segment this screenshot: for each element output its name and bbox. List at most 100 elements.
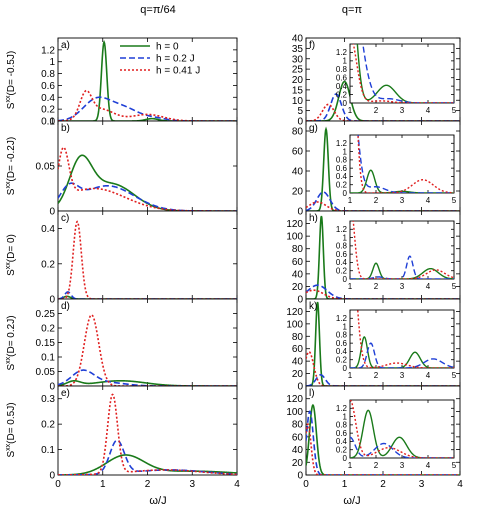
panel-e-ylabel: Sxx(D= 0.5J) — [5, 402, 17, 457]
panel-k-ytick-label: 0 — [297, 382, 303, 393]
panel-e-label: e) — [61, 388, 70, 399]
panel-l-xtick-label: 0 — [303, 479, 309, 490]
panel-h-inset-series-h041 — [352, 221, 454, 279]
panel-b-frame — [57, 120, 238, 212]
legend-label-1: h = 0.2 J — [156, 54, 195, 65]
panel-e: 00.10.20.30 1 2 3 4e)Sxx(D= 0.5J) — [5, 385, 240, 490]
panel-f-ytick-label: 30 — [292, 54, 304, 65]
panel-k-label: k) — [309, 301, 317, 312]
panel-f-inset-ytick-label: 0.4 — [336, 82, 348, 91]
panel-e-ytick-label: 0.1 — [41, 445, 55, 456]
panel-f-inset-ytick-label: 0 — [343, 99, 348, 108]
panel-e-xtick-label: 3 — [189, 479, 195, 490]
panel-a-ytick-label: 1 — [49, 57, 55, 68]
panel-g-inset-ytick-label: 0 — [343, 189, 348, 198]
panel-f-ytick-label: 15 — [292, 85, 304, 96]
panel-h-inset-ytick-label: 0.4 — [336, 258, 348, 267]
panel-k-ytick-label: 60 — [292, 344, 304, 355]
panel-l-ytick-label: 20 — [292, 458, 304, 469]
panel-f-inset-ytick-label: 0.8 — [336, 65, 348, 74]
panel-l-ytick-label: 0 — [297, 471, 303, 482]
panel-l-ytick-label: 60 — [292, 432, 304, 443]
panel-l-ytick-label: 120 — [286, 394, 303, 405]
panel-a-ylabel: Sxx(D= -0.5J) — [5, 51, 17, 109]
panel-a-ytick-label: 0.6 — [41, 81, 55, 92]
panel-f-inset-frame — [349, 43, 455, 104]
panel-h-inset-xtick-label: 2 — [374, 282, 379, 291]
panel-d-ytick-label: 0.25 — [36, 309, 56, 320]
panel-h-inset-ytick-label: 0.2 — [336, 267, 348, 276]
panel-g-series-h0 — [306, 126, 460, 211]
panel-l-inset-ytick-label: 1.2 — [336, 404, 348, 413]
panel-f-ytick-label: 5 — [297, 106, 303, 117]
panel-l-inset-ytick-label: 0.8 — [336, 421, 348, 430]
panel-e-frame — [57, 385, 238, 476]
panel-k-inset-ytick-label: 0.6 — [336, 339, 348, 348]
panel-k-inset-xtick-label: 4 — [426, 371, 431, 380]
panel-k-inset-ytick-label: 0.4 — [336, 347, 348, 356]
panel-a-frame — [57, 37, 238, 122]
panel-c-ylabel: Sxx(D= 0) — [5, 234, 17, 276]
panel-k-inset-ytick-label: 0.8 — [336, 331, 348, 340]
panel-g-inset-frame — [349, 134, 455, 194]
panel-b-ytick-label: 0 — [49, 207, 55, 218]
panel-l-inset-ytick-label: 0.4 — [336, 437, 348, 446]
panel-f-inset-series-h0 — [356, 44, 454, 103]
panel-l-inset-xtick-label: 4 — [426, 461, 431, 470]
panel-c-frame — [57, 210, 238, 300]
panel-h-ytick-label: 20 — [292, 282, 304, 293]
panel-h-inset-ytick-label: 0.6 — [336, 250, 348, 259]
left-column-title: q=π/64 — [140, 4, 175, 16]
panel-h-inset-ytick-label: 1.2 — [336, 225, 348, 234]
panel-k-inset-xtick-label: 5 — [452, 371, 457, 380]
panel-l-ytick-label: 40 — [292, 445, 304, 456]
panel-l-inset-ytick-label: 1 — [343, 412, 348, 421]
panel-h-inset-ytick-label: 1 — [343, 233, 348, 242]
panel-g-inset-ytick-label: 1 — [343, 147, 348, 156]
panel-f-ytick-label: 10 — [292, 96, 304, 107]
panel-d-ytick-label: 0 — [49, 382, 55, 393]
panel-g-inset-series-h041 — [357, 135, 454, 193]
panel-l-inset-series-h0 — [350, 409, 454, 458]
panel-a-ytick-label: 0 — [49, 117, 55, 128]
panel-g-inset-ytick-label: 0.4 — [336, 172, 348, 181]
panel-h-inset-xtick-label: 3 — [400, 282, 405, 291]
panel-h-ytick-label: 0 — [297, 295, 303, 306]
panel-a-ytick-label: 0.2 — [41, 105, 55, 116]
panel-g-ytick-label: 40 — [292, 167, 304, 178]
panel-h-inset-frame — [349, 220, 455, 280]
panel-h-inset-xtick-label: 1 — [348, 282, 353, 291]
panel-f-inset-ytick-label: 0.2 — [336, 90, 348, 99]
panel-f-ytick-label: 25 — [292, 65, 304, 76]
panel-k-inset-xtick-label: 1 — [348, 371, 353, 380]
panel-e-ytick-label: 0.3 — [41, 394, 55, 405]
panel-g-ytick-label: 20 — [292, 187, 304, 198]
panel-k-inset-frame — [349, 309, 455, 369]
panel-d-series-h041 — [58, 314, 237, 386]
panel-f-inset-ytick-label: 0.6 — [336, 74, 348, 83]
panel-g-ytick-label: 60 — [292, 147, 304, 158]
panel-h-ytick-label: 40 — [292, 269, 304, 280]
panel-b-ytick-label: 0.1 — [41, 117, 55, 128]
panel-h-ytick-label: 60 — [292, 257, 304, 268]
panel-k-inset-ytick-label: 0 — [343, 364, 348, 373]
panel-f-inset-xtick-label: 1 — [348, 106, 353, 115]
panel-h-label: h) — [309, 213, 318, 224]
panel-h-ytick-label: 80 — [292, 244, 304, 255]
panel-f-inset-xtick-label: 3 — [400, 106, 405, 115]
panel-k-inset-xtick-label: 2 — [374, 371, 379, 380]
panel-h-inset-ytick-label: 0.8 — [336, 242, 348, 251]
panel-f-ytick-label: 20 — [292, 75, 304, 86]
panel-h-ytick-label: 100 — [286, 232, 303, 243]
panel-c-label: c) — [61, 213, 69, 224]
panel-g-inset-xtick-label: 5 — [452, 196, 457, 205]
panel-k-inset-series-h02 — [350, 342, 454, 368]
panel-e-ytick-label: 0.2 — [41, 420, 55, 431]
panel-h-inset-xtick-label: 5 — [452, 282, 457, 291]
panel-l-inset-ytick-label: 0 — [343, 454, 348, 463]
panel-l-inset-xtick-label: 5 — [452, 461, 457, 470]
